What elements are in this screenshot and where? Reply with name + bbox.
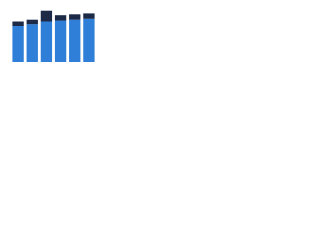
bar-segment (12, 26, 24, 62)
bar-segment (54, 15, 67, 21)
bar-segment (26, 19, 38, 25)
bar-segment (69, 14, 81, 20)
bar-segment (83, 13, 95, 19)
bar-segment (54, 20, 67, 63)
bar-segment (40, 21, 53, 62)
bar-segment (26, 24, 38, 62)
bar-segment (12, 21, 24, 26)
bar-segment (69, 19, 81, 62)
page: (() => { const data = JSON.parse(documen… (0, 0, 320, 71)
chart (0, 0, 100, 71)
bar-segment (83, 18, 95, 62)
bar-segment (40, 10, 53, 22)
